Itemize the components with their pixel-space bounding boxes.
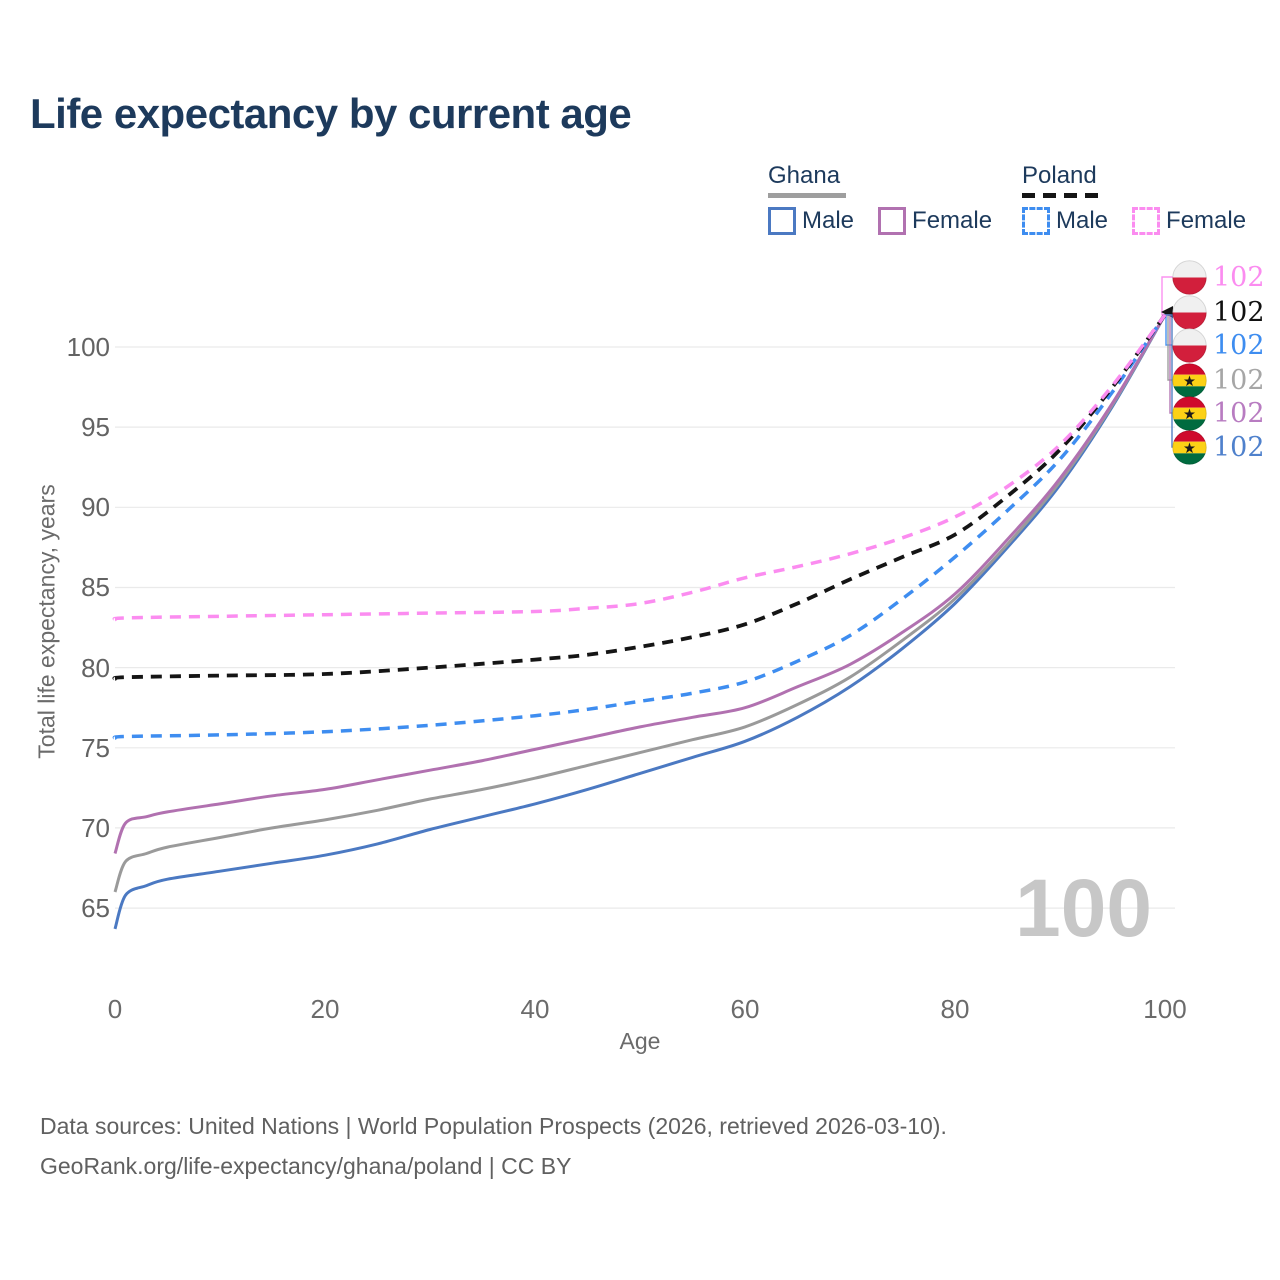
y-tick-label: 90 <box>81 492 110 523</box>
y-tick-label: 75 <box>81 732 110 763</box>
legend-item-poland-female[interactable]: Female <box>1132 207 1246 235</box>
x-tick-label: 40 <box>520 994 550 1024</box>
legend-country-ghana: Ghana <box>768 162 841 189</box>
end-label-ghana-female: ★ 102 <box>1172 395 1265 431</box>
x-tick-label: 100 <box>1143 994 1187 1024</box>
legend-items-ghana: Male Female <box>768 207 992 235</box>
end-label-ghana-male: ★ 102 <box>1172 429 1265 465</box>
y-tick-label: 65 <box>81 893 110 924</box>
end-label-value: 102 <box>1213 397 1265 429</box>
footer-sources: Data sources: United Nations | World Pop… <box>40 1113 947 1139</box>
y-tick-label: 70 <box>81 812 110 843</box>
series-line-poland-male[interactable] <box>112 313 1167 740</box>
x-tick-label: 60 <box>730 994 760 1024</box>
series-line-poland-both-sexes[interactable] <box>112 313 1167 681</box>
legend-group-ghana: Ghana Male Female <box>768 162 992 235</box>
y-tick-label: 85 <box>81 572 110 603</box>
svg-text:★: ★ <box>1183 406 1196 422</box>
svg-text:★: ★ <box>1183 440 1196 456</box>
legend-swatch-icon <box>1132 207 1161 235</box>
footer-link: GeoRank.org/life-expectancy/ghana/poland… <box>40 1153 572 1179</box>
legend-items-poland: Male Female <box>1022 207 1246 235</box>
end-label-value: 102 <box>1213 261 1265 293</box>
x-tick-label: 80 <box>940 994 970 1024</box>
legend-item-label: Female <box>1166 207 1247 234</box>
chart-title: Life expectancy by current age <box>30 90 632 137</box>
x-tick-label: 20 <box>310 994 340 1024</box>
end-label-value: 102 <box>1213 296 1265 328</box>
y-tick-label: 95 <box>81 412 110 443</box>
age-watermark: 100 <box>1015 863 1152 954</box>
ghana-flag-icon: ★ <box>1172 362 1207 398</box>
footer: Data sources: United Nations | World Pop… <box>40 1106 947 1186</box>
series-line-ghana-male[interactable] <box>113 314 1167 930</box>
gridlines <box>115 346 1175 909</box>
legend-item-poland-male[interactable]: Male <box>1022 207 1108 235</box>
y-tick-label: 100 <box>66 332 110 362</box>
ghana-flag-icon: ★ <box>1172 429 1207 465</box>
legend-country-poland: Poland <box>1022 162 1097 189</box>
end-label-value: 102 <box>1213 431 1265 463</box>
end-label-ghana-both-sexes: ★ 102 <box>1172 362 1265 398</box>
poland-flag-icon <box>1172 327 1207 363</box>
end-label-poland-both-sexes: 102 <box>1172 294 1265 330</box>
series-lines <box>112 313 1167 930</box>
end-label-value: 102 <box>1213 329 1265 361</box>
end-label-poland-female: 102 <box>1172 259 1265 295</box>
legend-item-label: Male <box>802 207 855 234</box>
legend-line-sample-poland <box>1022 193 1102 198</box>
end-label-poland-male: 102 <box>1172 327 1265 363</box>
poland-flag-icon <box>1172 259 1207 295</box>
legend-item-ghana-male[interactable]: Male <box>768 207 854 235</box>
svg-text:★: ★ <box>1183 373 1196 389</box>
y-axis-title: Total life expectancy, years <box>33 484 60 759</box>
legend-swatch-icon <box>878 207 907 235</box>
legend-swatch-icon <box>768 207 796 235</box>
legend-item-label: Male <box>1056 207 1109 234</box>
series-line-ghana-female[interactable] <box>113 314 1167 855</box>
series-line-ghana-both-sexes[interactable] <box>113 314 1167 893</box>
series-line-poland-female[interactable] <box>112 313 1167 622</box>
x-tick-label: 0 <box>107 994 123 1024</box>
legend-item-ghana-female[interactable]: Female <box>878 207 992 235</box>
ghana-flag-icon: ★ <box>1172 395 1207 431</box>
x-axis-title: Age <box>619 1028 661 1054</box>
poland-flag-icon <box>1172 294 1207 330</box>
y-tick-label: 80 <box>81 652 110 683</box>
end-label-value: 102 <box>1213 364 1265 396</box>
legend-item-label: Female <box>912 207 993 234</box>
legend-group-poland: Poland Male Female <box>1022 162 1246 235</box>
legend-line-sample-ghana <box>768 193 846 198</box>
legend-swatch-icon <box>1022 207 1050 235</box>
